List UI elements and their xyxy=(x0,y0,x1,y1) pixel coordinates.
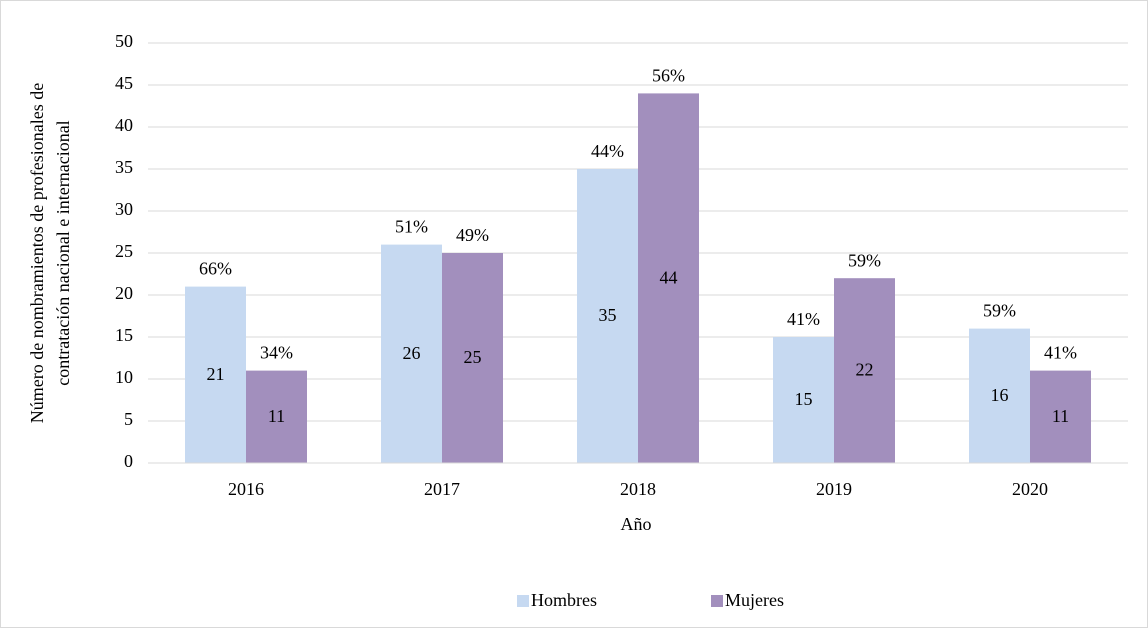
bar xyxy=(1030,370,1091,463)
legend-label: Hombres xyxy=(531,590,597,610)
y-tick-label: 15 xyxy=(115,325,133,345)
x-tick-label: 2016 xyxy=(228,479,264,499)
share-label: 49% xyxy=(456,225,489,245)
value-label: 21 xyxy=(207,364,225,384)
share-label: 59% xyxy=(983,301,1016,321)
y-tick-label: 10 xyxy=(115,367,133,387)
y-tick-label: 30 xyxy=(115,199,133,219)
y-tick-label: 50 xyxy=(115,31,133,51)
bar xyxy=(185,286,246,463)
y-tick-label: 40 xyxy=(115,115,133,135)
x-tick-label: 2020 xyxy=(1012,479,1048,499)
value-label: 25 xyxy=(464,347,482,367)
bar xyxy=(442,253,503,463)
value-label: 11 xyxy=(1052,406,1069,426)
value-label: 22 xyxy=(856,360,874,380)
bar xyxy=(834,278,895,463)
share-label: 41% xyxy=(787,309,820,329)
share-label: 51% xyxy=(395,217,428,237)
legend-label: Mujeres xyxy=(725,590,784,610)
bar xyxy=(381,244,442,463)
y-axis-title-line: Número de nombramientos de profesionales… xyxy=(27,83,47,423)
share-label: 56% xyxy=(652,66,685,86)
y-tick-label: 5 xyxy=(124,409,133,429)
y-tick-label: 0 xyxy=(124,451,133,471)
bar xyxy=(969,328,1030,463)
share-label: 44% xyxy=(591,141,624,161)
legend-swatch xyxy=(517,595,529,607)
legend-swatch xyxy=(711,595,723,607)
x-tick-label: 2019 xyxy=(816,479,852,499)
y-axis-title-line: contratación nacional e internacional xyxy=(53,120,73,385)
share-label: 59% xyxy=(848,250,881,270)
x-axis-title: Año xyxy=(621,514,652,534)
share-label: 66% xyxy=(199,259,232,279)
value-label: 35 xyxy=(599,305,617,325)
y-tick-label: 20 xyxy=(115,283,133,303)
value-label: 44 xyxy=(660,267,678,287)
value-label: 11 xyxy=(268,406,285,426)
x-tick-label: 2018 xyxy=(620,479,656,499)
share-label: 41% xyxy=(1044,343,1077,363)
bar xyxy=(773,337,834,463)
share-label: 34% xyxy=(260,343,293,363)
y-tick-label: 35 xyxy=(115,157,133,177)
y-tick-label: 45 xyxy=(115,73,133,93)
value-label: 15 xyxy=(795,389,813,409)
bar xyxy=(577,169,638,463)
value-label: 26 xyxy=(403,343,421,363)
y-tick-label: 25 xyxy=(115,241,133,261)
x-tick-label: 2017 xyxy=(424,479,460,499)
y-axis-title: Número de nombramientos de profesionales… xyxy=(27,83,73,423)
value-label: 16 xyxy=(991,385,1009,405)
bar xyxy=(246,370,307,463)
bar xyxy=(638,93,699,464)
